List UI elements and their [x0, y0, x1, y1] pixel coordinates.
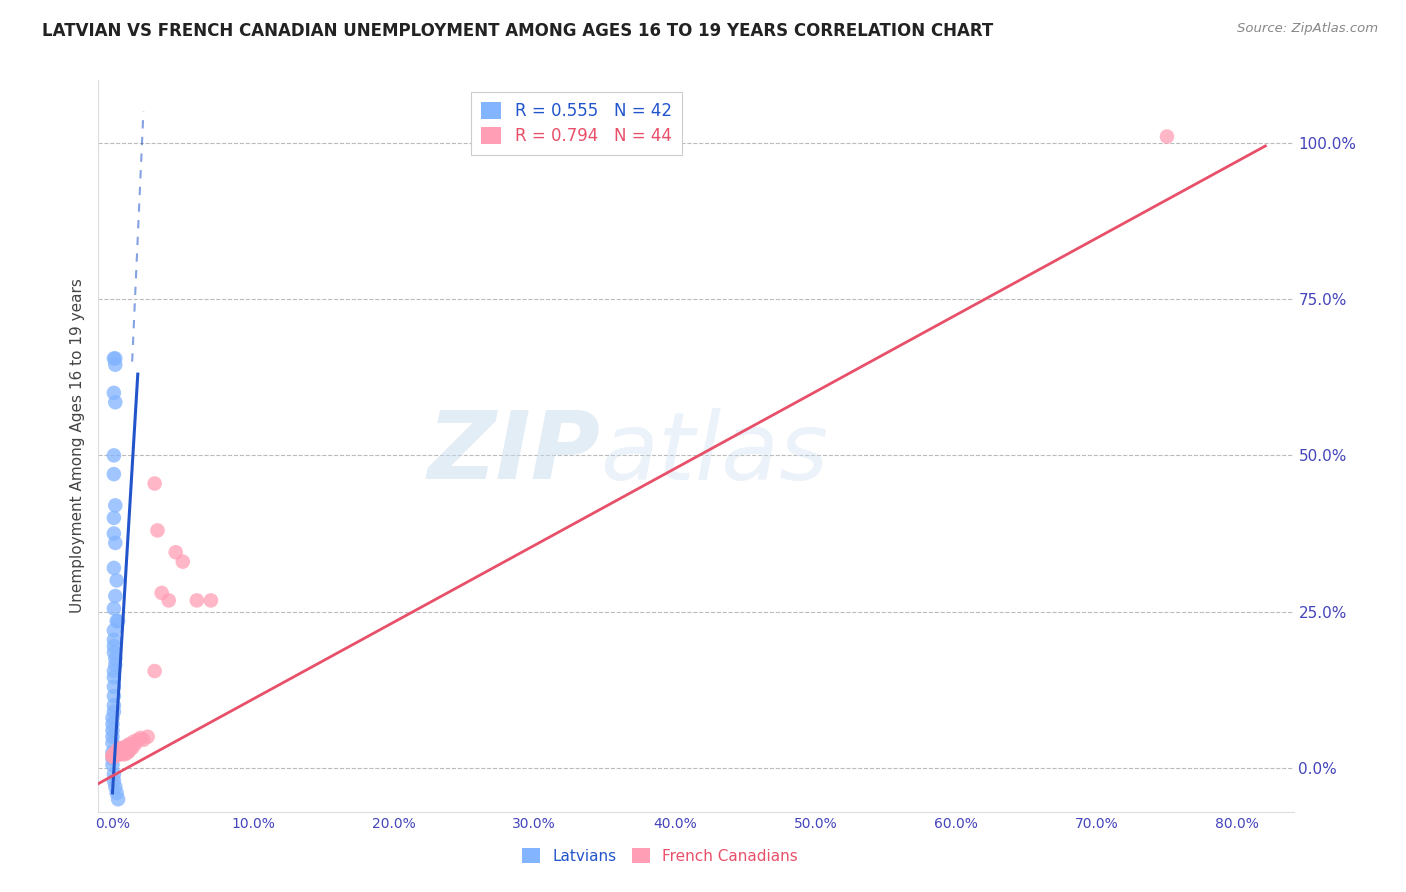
- Text: ZIP: ZIP: [427, 408, 600, 500]
- Point: [101, 745, 124, 759]
- Point: [104, 745, 127, 759]
- Point: [101, 711, 124, 725]
- Point: [103, 624, 125, 638]
- Point: [129, 731, 152, 745]
- Point: [114, 747, 136, 762]
- Point: [103, 664, 125, 678]
- Point: [105, 614, 128, 628]
- Point: [104, 780, 127, 794]
- Point: [101, 723, 124, 738]
- Point: [103, 773, 125, 788]
- Point: [103, 670, 125, 684]
- Point: [101, 749, 124, 764]
- Point: [104, 651, 127, 665]
- Point: [101, 751, 124, 765]
- Point: [136, 730, 159, 744]
- Point: [104, 536, 127, 550]
- Point: [103, 680, 125, 694]
- Point: [117, 741, 139, 756]
- Point: [105, 786, 128, 800]
- Point: [115, 743, 138, 757]
- Point: [103, 639, 125, 653]
- Text: LATVIAN VS FRENCH CANADIAN UNEMPLOYMENT AMONG AGES 16 TO 19 YEARS CORRELATION CH: LATVIAN VS FRENCH CANADIAN UNEMPLOYMENT …: [42, 22, 994, 40]
- Point: [103, 767, 125, 781]
- Point: [103, 698, 125, 713]
- Point: [186, 593, 208, 607]
- Point: [103, 705, 125, 719]
- Point: [143, 476, 166, 491]
- Point: [118, 743, 141, 757]
- Point: [165, 545, 187, 559]
- Point: [110, 741, 132, 756]
- Point: [104, 589, 127, 603]
- Point: [107, 742, 129, 756]
- Point: [127, 732, 149, 747]
- Point: [103, 385, 125, 400]
- Point: [103, 449, 125, 463]
- Point: [115, 739, 138, 753]
- Point: [1156, 129, 1178, 144]
- Point: [118, 737, 141, 751]
- Point: [107, 792, 129, 806]
- Point: [101, 736, 124, 750]
- Point: [132, 732, 155, 747]
- Point: [103, 747, 125, 762]
- Point: [143, 664, 166, 678]
- Point: [103, 689, 125, 703]
- Point: [110, 745, 132, 759]
- Point: [107, 747, 129, 762]
- Point: [112, 741, 135, 756]
- Point: [103, 601, 125, 615]
- Point: [114, 742, 136, 756]
- Point: [101, 757, 124, 772]
- Point: [103, 467, 125, 482]
- Point: [121, 741, 143, 756]
- Point: [101, 717, 124, 731]
- Point: [103, 645, 125, 659]
- Point: [117, 745, 139, 759]
- Point: [101, 730, 124, 744]
- Point: [103, 351, 125, 366]
- Point: [105, 745, 128, 759]
- Point: [146, 524, 169, 538]
- Point: [112, 745, 135, 759]
- Point: [157, 593, 180, 607]
- Point: [120, 739, 142, 753]
- Point: [104, 657, 127, 672]
- Point: [105, 748, 128, 763]
- Point: [104, 395, 127, 409]
- Point: [104, 748, 127, 763]
- Point: [104, 351, 127, 366]
- Point: [111, 747, 134, 762]
- Point: [103, 749, 125, 764]
- Point: [101, 748, 124, 763]
- Point: [122, 735, 145, 749]
- Point: [104, 499, 127, 513]
- Text: atlas: atlas: [600, 408, 828, 499]
- Point: [104, 358, 127, 372]
- Point: [107, 614, 129, 628]
- Point: [111, 743, 134, 757]
- Y-axis label: Unemployment Among Ages 16 to 19 years: Unemployment Among Ages 16 to 19 years: [70, 278, 86, 614]
- Text: Source: ZipAtlas.com: Source: ZipAtlas.com: [1237, 22, 1378, 36]
- Point: [172, 555, 194, 569]
- Point: [105, 574, 128, 588]
- Point: [200, 593, 222, 607]
- Point: [103, 561, 125, 575]
- Point: [108, 743, 131, 757]
- Point: [103, 632, 125, 647]
- Point: [124, 737, 146, 751]
- Point: [150, 586, 173, 600]
- Point: [103, 511, 125, 525]
- Point: [108, 747, 131, 762]
- Point: [103, 526, 125, 541]
- Legend: Latvians, French Canadians: Latvians, French Canadians: [516, 842, 804, 870]
